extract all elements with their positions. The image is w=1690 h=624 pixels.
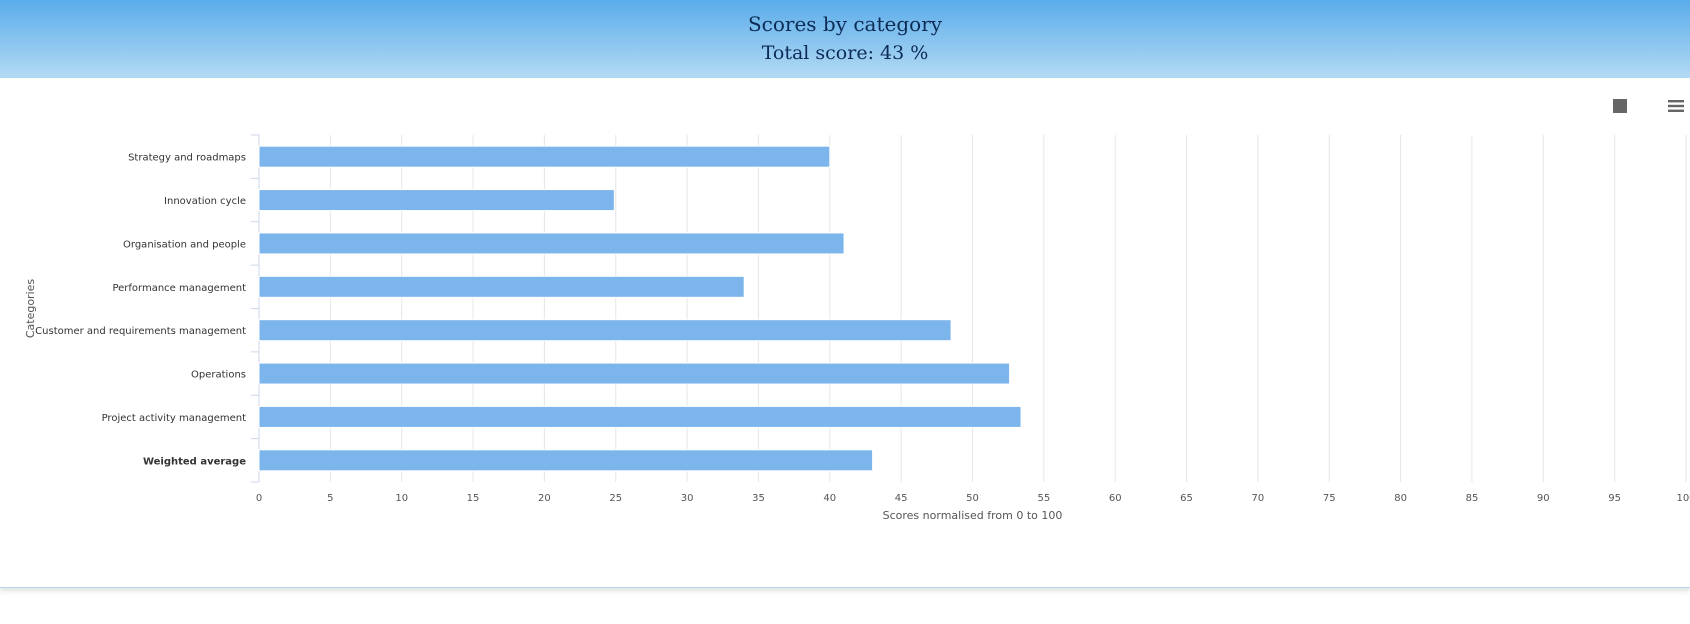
x-tick-label: 50 xyxy=(966,493,979,504)
x-tick-label: 75 xyxy=(1323,493,1336,504)
square-icon xyxy=(1613,99,1627,113)
category-label: Strategy and roadmaps xyxy=(128,153,246,164)
x-tick-label: 30 xyxy=(681,493,694,504)
bar xyxy=(258,319,952,342)
x-tick-label: 65 xyxy=(1180,493,1193,504)
x-tick-label: 5 xyxy=(327,493,333,504)
chart-title: Scores by category xyxy=(747,12,943,36)
menu-button[interactable] xyxy=(1665,95,1687,117)
x-tick-label: 80 xyxy=(1394,493,1407,504)
x-tick-label: 100 xyxy=(1676,493,1690,504)
bar xyxy=(258,275,745,298)
category-label: Customer and requirements management xyxy=(35,326,246,337)
chart-header: Scores by category Total score: 43 % xyxy=(0,0,1690,78)
x-tick-label: 0 xyxy=(256,493,262,504)
category-label: Performance management xyxy=(112,283,246,294)
bar xyxy=(258,362,1011,385)
bar xyxy=(258,232,845,255)
bar xyxy=(258,145,831,168)
x-tick-label: 85 xyxy=(1466,493,1479,504)
x-tick-label: 95 xyxy=(1608,493,1621,504)
x-tick-label: 45 xyxy=(895,493,908,504)
category-label: Innovation cycle xyxy=(164,196,246,207)
chart-card: Strategy and roadmaps Innovation cycle Org… xyxy=(0,78,1690,588)
x-tick-label: 60 xyxy=(1109,493,1122,504)
bar xyxy=(258,449,874,472)
x-tick-label: 25 xyxy=(609,493,622,504)
square-button[interactable] xyxy=(1609,95,1631,117)
bar-chart: Strategy and roadmaps Innovation cycle Org… xyxy=(24,134,1690,522)
x-tick-label: 10 xyxy=(395,493,408,504)
x-tick-label: 55 xyxy=(1037,493,1050,504)
x-tick-label: 90 xyxy=(1537,493,1550,504)
category-label: Operations xyxy=(191,370,246,381)
total-score: Total score: 43 % xyxy=(761,42,929,64)
x-tick-label: 15 xyxy=(467,493,480,504)
x-tick-label: 35 xyxy=(752,493,765,504)
bar xyxy=(258,405,1022,428)
x-tick-label: 20 xyxy=(538,493,551,504)
x-tick-label: 40 xyxy=(823,493,836,504)
y-axis-title: Categories xyxy=(24,279,37,339)
category-label: Weighted average xyxy=(143,456,246,467)
category-label: Project activity management xyxy=(102,413,246,424)
hamburger-menu-icon xyxy=(1668,100,1684,112)
x-axis-title: Scores normalised from 0 to 100 xyxy=(883,509,1063,522)
bar xyxy=(258,189,615,212)
x-tick-label: 70 xyxy=(1252,493,1265,504)
category-label: Organisation and people xyxy=(123,239,246,250)
